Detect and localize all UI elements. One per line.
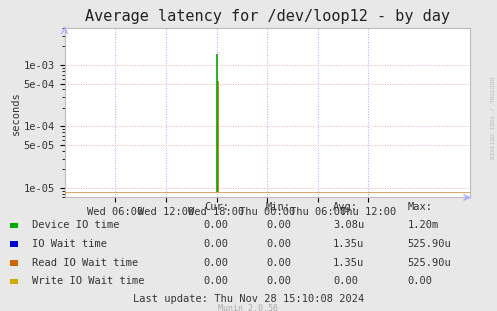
Text: 1.20m: 1.20m	[408, 220, 439, 230]
Text: 0.00: 0.00	[204, 239, 229, 249]
Y-axis label: seconds: seconds	[11, 91, 21, 135]
Text: 525.90u: 525.90u	[408, 258, 451, 268]
Text: Write IO Wait time: Write IO Wait time	[32, 276, 145, 286]
Text: 0.00: 0.00	[266, 220, 291, 230]
Text: Device IO time: Device IO time	[32, 220, 120, 230]
Text: Read IO Wait time: Read IO Wait time	[32, 258, 139, 268]
Text: 0.00: 0.00	[266, 276, 291, 286]
Text: Munin 2.0.56: Munin 2.0.56	[219, 304, 278, 311]
Text: 0.00: 0.00	[408, 276, 432, 286]
Text: 0.00: 0.00	[266, 258, 291, 268]
Text: 0.00: 0.00	[266, 239, 291, 249]
Text: 1.35u: 1.35u	[333, 258, 364, 268]
Text: 0.00: 0.00	[204, 276, 229, 286]
Text: Cur:: Cur:	[204, 202, 229, 212]
Text: Last update: Thu Nov 28 15:10:08 2024: Last update: Thu Nov 28 15:10:08 2024	[133, 294, 364, 304]
Text: IO Wait time: IO Wait time	[32, 239, 107, 249]
Title: Average latency for /dev/loop12 - by day: Average latency for /dev/loop12 - by day	[84, 9, 450, 24]
Text: Max:: Max:	[408, 202, 432, 212]
Text: 0.00: 0.00	[333, 276, 358, 286]
Text: 525.90u: 525.90u	[408, 239, 451, 249]
Text: 0.00: 0.00	[204, 220, 229, 230]
Text: 0.00: 0.00	[204, 258, 229, 268]
Text: 1.35u: 1.35u	[333, 239, 364, 249]
Text: RRDTOOL / TOBI OETIKER: RRDTOOL / TOBI OETIKER	[488, 77, 493, 160]
Text: 3.08u: 3.08u	[333, 220, 364, 230]
Text: Avg:: Avg:	[333, 202, 358, 212]
Text: Min:: Min:	[266, 202, 291, 212]
